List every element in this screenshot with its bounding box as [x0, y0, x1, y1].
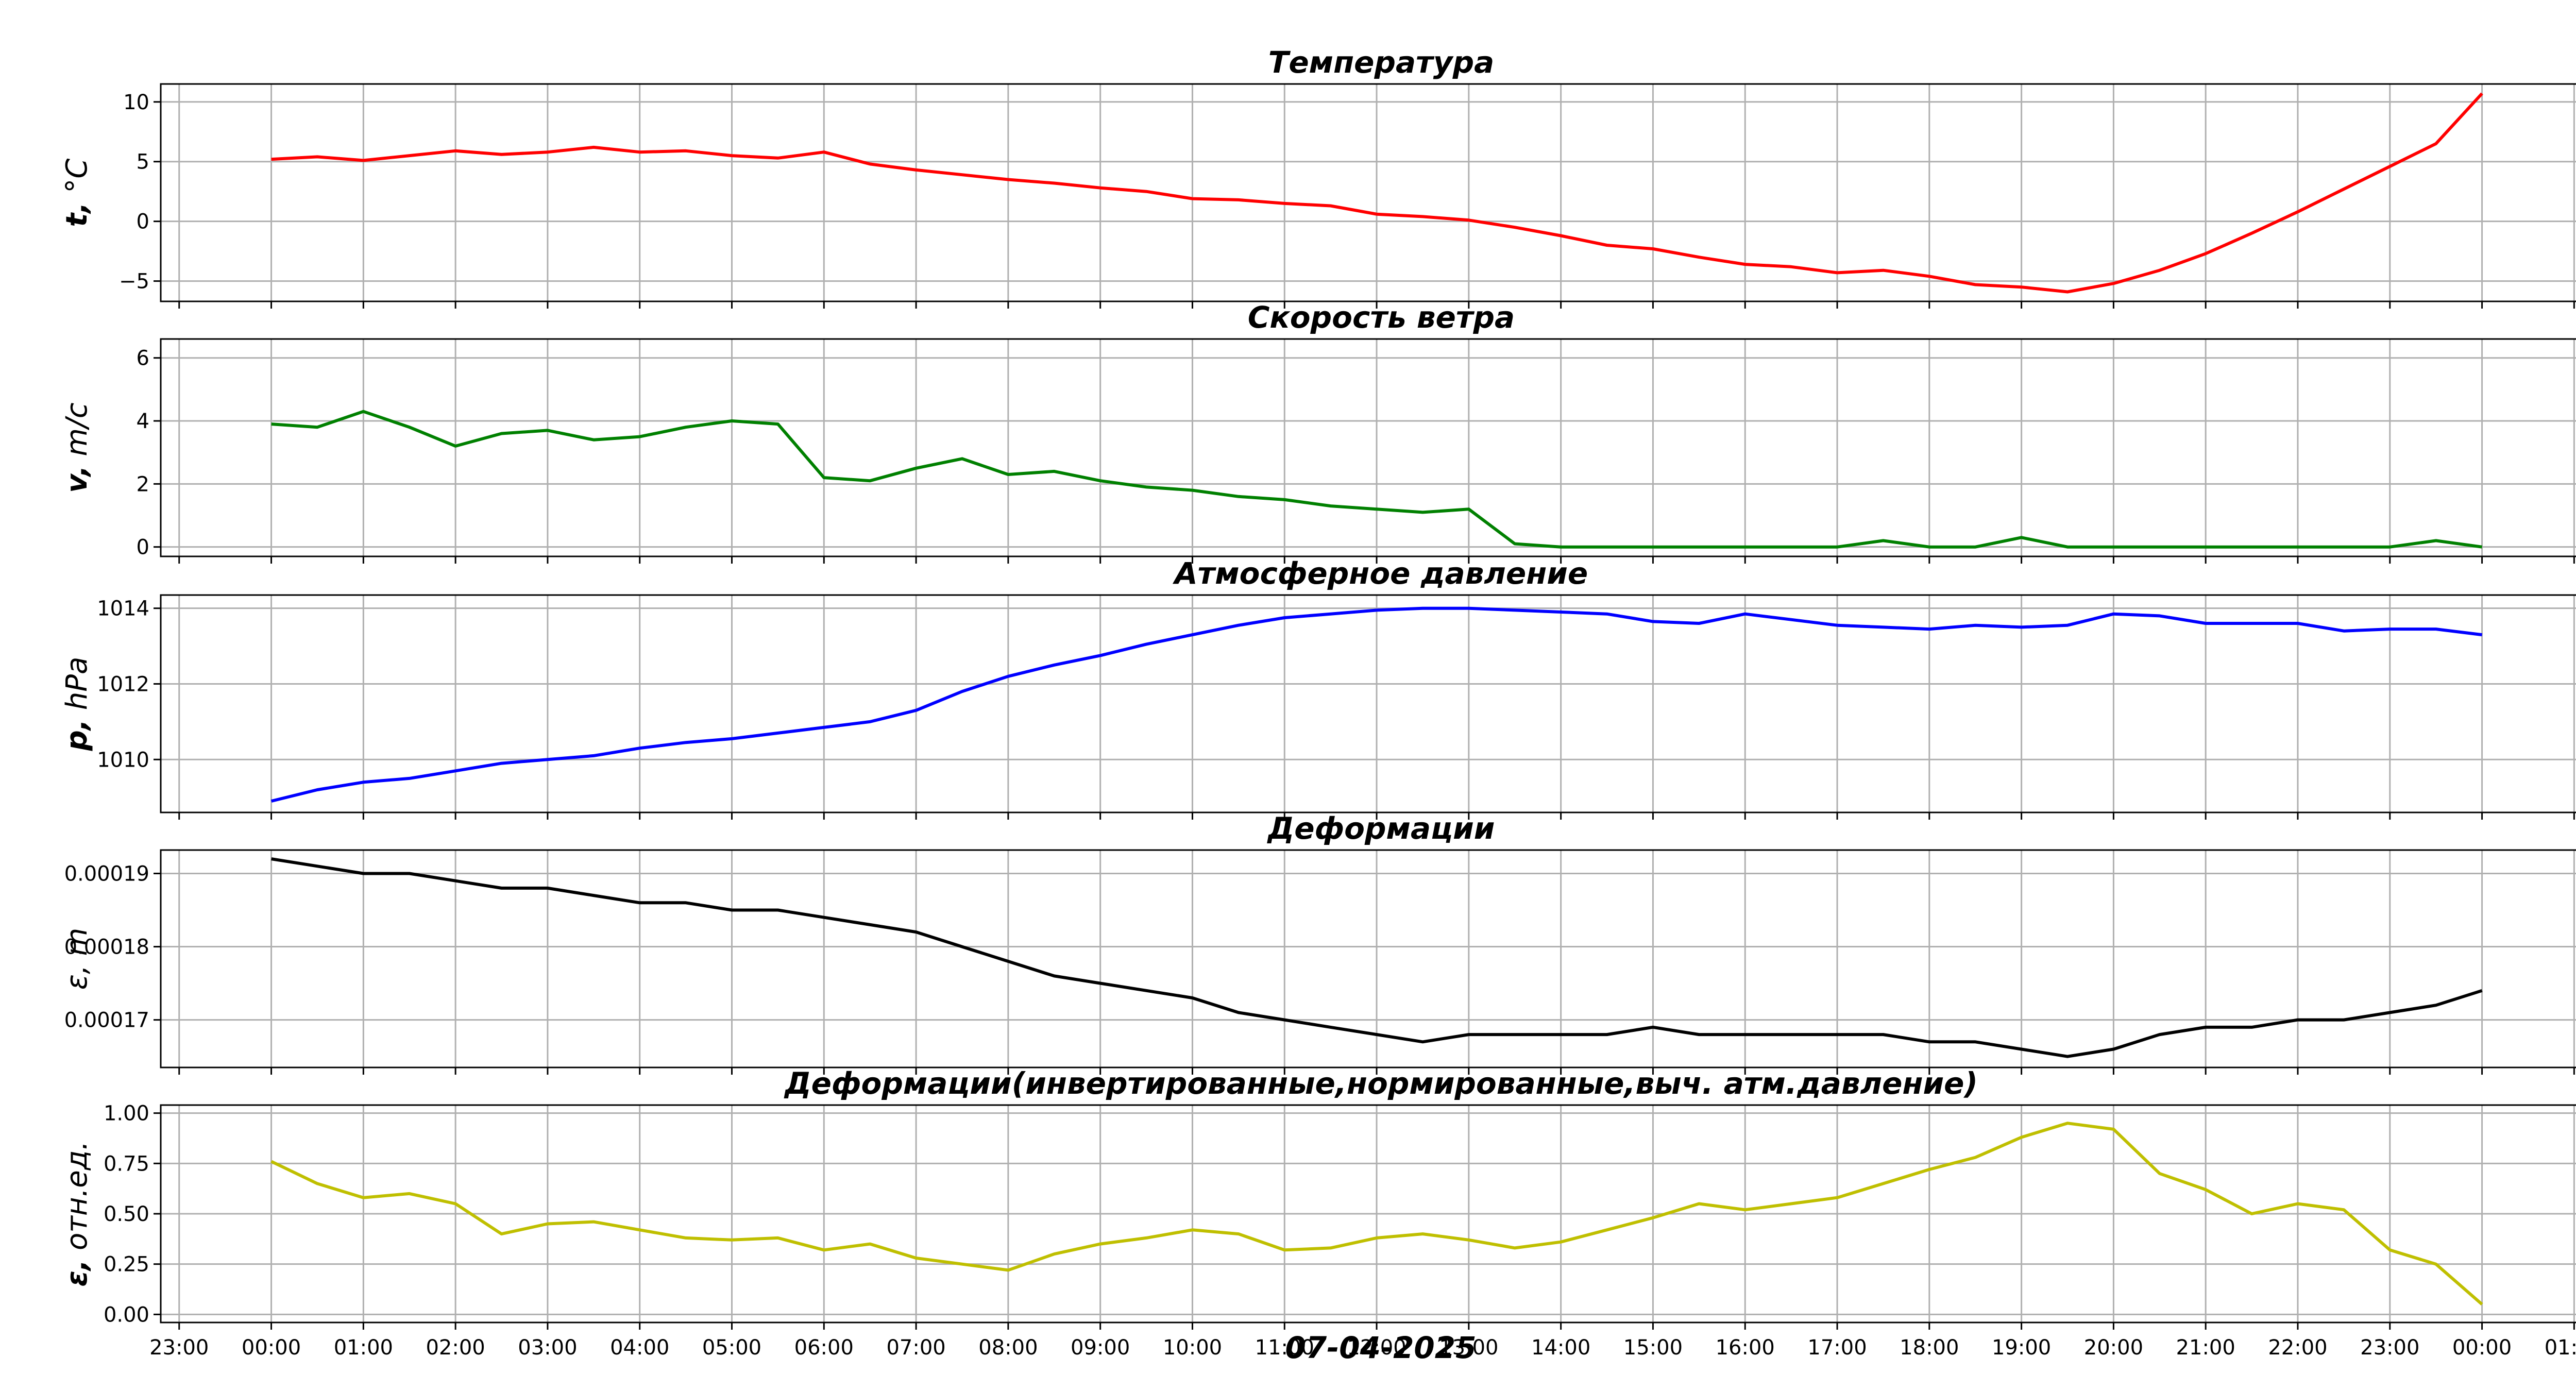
chart-panel-2: 0 2 4 6 Скорость ветра v, m/c: [60, 300, 2576, 564]
y-tick-label: 2: [137, 472, 149, 496]
y-tick-label: 0.00: [104, 1303, 149, 1327]
y-axis-label-unit: m/c: [60, 402, 94, 465]
y-tick-label: 4: [137, 410, 149, 433]
y-axis-label-symbol: t,: [60, 202, 94, 227]
y-axis-label: t, °C: [60, 159, 94, 227]
x-tick-label: 00:00: [242, 1336, 301, 1360]
x-tick-label: 10:00: [1163, 1336, 1222, 1360]
y-axis-label-unit: ε, m: [60, 928, 94, 990]
chart-title: Деформации: [1267, 811, 1495, 846]
y-tick-label: 0.00019: [64, 862, 149, 886]
chart-panel-4: 0.00017 0.00018 0.00019 Деформации ε, m: [60, 811, 2576, 1075]
y-axis-label-unit: отн.ед.: [60, 1141, 94, 1260]
chart-title: Температура: [1268, 45, 1494, 80]
y-axis-label: p, hPa: [60, 657, 94, 752]
plot-frame: [160, 594, 2576, 813]
chart-panel-5: 0.00 0.25 0.50 0.75 1.00 Деформации(инвертиро…: [60, 1066, 2576, 1330]
y-tick-label: 10: [123, 91, 149, 114]
y-axis-label: ε, отн.ед.: [60, 1141, 94, 1287]
y-tick-label: 1012: [97, 672, 149, 696]
x-tick-label: 06:00: [794, 1336, 854, 1360]
y-tick-label: 0.50: [104, 1202, 149, 1226]
plot-frame: [160, 338, 2576, 557]
x-tick-label: 19:00: [1992, 1336, 2051, 1360]
y-tick-label: 0: [137, 536, 149, 559]
x-tick-label: 14:00: [1531, 1336, 1590, 1360]
x-tick-label: 21:00: [2176, 1336, 2235, 1360]
x-tick-label: 12:00: [1347, 1336, 1406, 1360]
x-tick-label: 07:00: [886, 1336, 945, 1360]
y-tick-label: 0.75: [104, 1152, 149, 1176]
x-tick-label: 04:00: [610, 1336, 669, 1360]
y-tick-label: −5: [119, 270, 149, 294]
chart-panel-1: −5 0 5 10 Температура t, °C: [60, 45, 2576, 309]
x-tick-label: 17:00: [1807, 1336, 1867, 1360]
x-tick-label: 16:00: [1716, 1336, 1775, 1360]
y-axis-label-unit: hPa: [60, 657, 94, 719]
y-axis-label-symbol: ε,: [60, 1260, 94, 1286]
chart-title: Скорость ветра: [1248, 300, 1515, 335]
x-tick-label: 02:00: [426, 1336, 485, 1360]
chart-title: Деформации(инвертированные,нормированные…: [784, 1066, 1978, 1101]
x-tick-label: 01:00: [334, 1336, 393, 1360]
x-tick-label: 05:00: [702, 1336, 761, 1360]
x-tick-label: 13:00: [1439, 1336, 1498, 1360]
x-tick-label: 20:00: [2084, 1336, 2143, 1360]
chart-panel-3: 1010 1012 1014 Атмосферное давление p, hPa: [60, 556, 2576, 820]
x-axis: 23:00 00:00 01:00 02:00 03:00 04:00 05:00 06:00…: [149, 1336, 2576, 1360]
x-tick-label: 23:00: [149, 1336, 209, 1360]
y-axis-label: v, m/c: [60, 402, 94, 493]
x-tick-label: 23:00: [2360, 1336, 2419, 1360]
x-tick-label: 11:00: [1255, 1336, 1314, 1360]
y-axis-label-symbol: v,: [60, 465, 94, 493]
plot-frame: [160, 849, 2576, 1068]
x-tick-label: 00:00: [2452, 1336, 2512, 1360]
y-tick-label: 5: [137, 150, 149, 174]
y-tick-label: 0.25: [104, 1253, 149, 1277]
y-tick-label: 0.00018: [64, 936, 149, 959]
y-tick-label: 1.00: [104, 1102, 149, 1126]
y-tick-label: 0.00017: [64, 1009, 149, 1032]
x-tick-label: 18:00: [1900, 1336, 1959, 1360]
y-axis-label: ε, m: [60, 928, 94, 990]
x-tick-label: 03:00: [518, 1336, 577, 1360]
y-axis-label-symbol: p,: [60, 719, 94, 751]
x-tick-label: 01:00: [2545, 1336, 2576, 1360]
x-tick-label: 08:00: [978, 1336, 1038, 1360]
plot-frame: [160, 83, 2576, 302]
y-tick-label: 1014: [97, 597, 149, 621]
y-axis-label-unit: °C: [60, 159, 94, 202]
y-tick-label: 0: [137, 210, 149, 234]
x-tick-label: 09:00: [1071, 1336, 1130, 1360]
y-tick-label: 6: [137, 347, 149, 370]
y-tick-label: 1010: [97, 748, 149, 772]
x-tick-label: 22:00: [2268, 1336, 2327, 1360]
x-tick-label: 15:00: [1623, 1336, 1683, 1360]
x-axis-label: 07-04-2025: [1285, 1330, 1477, 1365]
chart-title: Атмосферное давление: [1173, 556, 1588, 591]
